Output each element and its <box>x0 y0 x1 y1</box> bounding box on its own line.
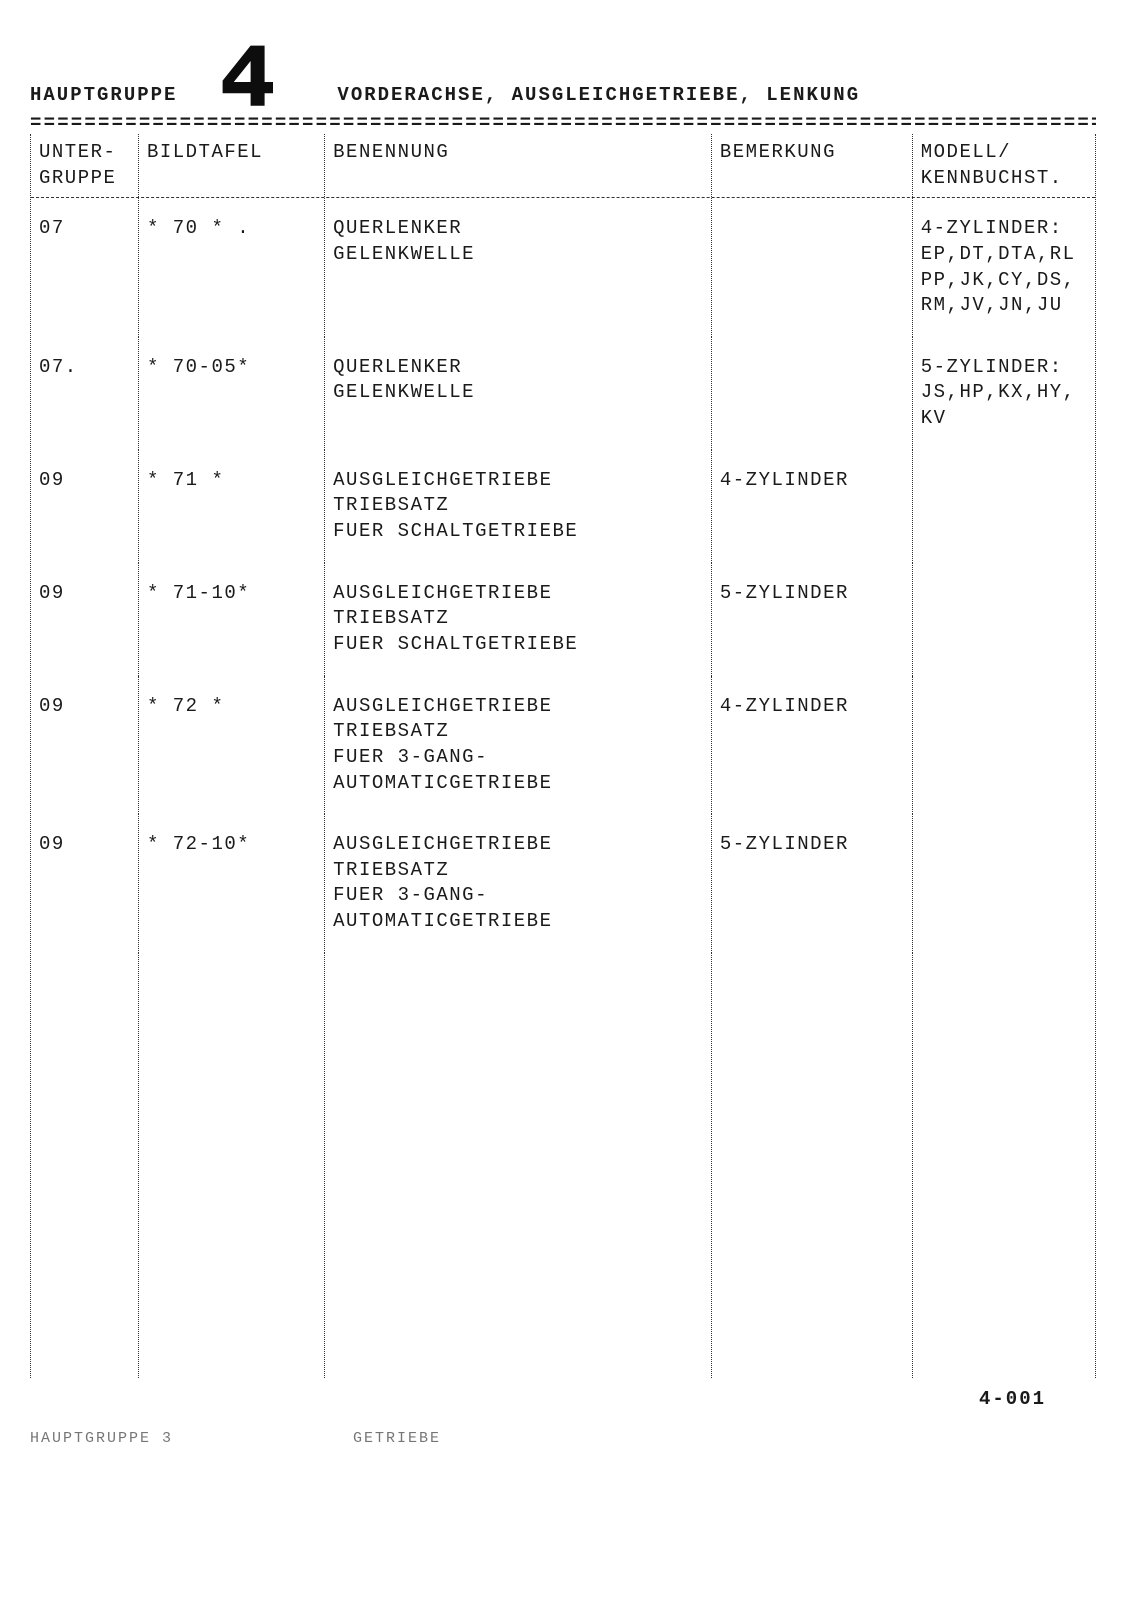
cell-untergruppe: 07 <box>31 198 139 337</box>
cell-modell <box>913 450 1095 563</box>
table-body: 07* 70 * .QUERLENKER GELENKWELLE4-ZYLIND… <box>31 198 1095 1378</box>
logo-block: HAUPTGRUPPE <box>30 40 287 106</box>
cell-bildtafel: * 70 * . <box>139 198 325 337</box>
cell-bildtafel: * 71 * <box>139 450 325 563</box>
page-number: 4-001 <box>979 1388 1046 1410</box>
cell-benennung: AUSGLEICHGETRIEBE TRIEBSATZ FUER SCHALTG… <box>325 563 712 676</box>
cell-untergruppe: 09 <box>31 563 139 676</box>
cell-modell <box>913 814 1095 953</box>
header-divider: ========================================… <box>30 112 1096 134</box>
table-row: 07.* 70-05*QUERLENKER GELENKWELLE 5-ZYLIN… <box>31 337 1095 450</box>
cell-modell: 5-ZYLINDER: JS,HP,KX,HY, KV <box>913 337 1095 450</box>
table-row: 09* 71 *AUSGLEICHGETRIEBE TRIEBSATZ FUER… <box>31 450 1095 563</box>
page-header: HAUPTGRUPPE VORDERACHSE, AUSGLEICHGETRIE… <box>30 40 1096 106</box>
empty-cell <box>712 953 913 1379</box>
cell-bildtafel: * 70-05* <box>139 337 325 450</box>
cell-benennung: AUSGLEICHGETRIEBE TRIEBSATZ FUER 3-GANG-… <box>325 676 712 815</box>
cell-modell <box>913 563 1095 676</box>
section-title: VORDERACHSE, AUSGLEICHGETRIEBE, LENKUNG <box>337 84 860 106</box>
cell-bildtafel: * 72 * <box>139 676 325 815</box>
cell-untergruppe: 09 <box>31 676 139 815</box>
cell-bemerkung: 4-ZYLINDER <box>712 450 913 563</box>
hauptgruppe-label: HAUPTGRUPPE <box>30 84 177 106</box>
cell-bildtafel: * 71-10* <box>139 563 325 676</box>
cell-bemerkung: 5-ZYLINDER <box>712 563 913 676</box>
cell-untergruppe: 09 <box>31 814 139 953</box>
parts-table: UNTER- GRUPPE BILDTAFEL BENENNUNG BEMERK… <box>30 134 1096 1378</box>
table-row: 09* 71-10*AUSGLEICHGETRIEBE TRIEBSATZ FU… <box>31 563 1095 676</box>
cell-bemerkung: 5-ZYLINDER <box>712 814 913 953</box>
fragment-right: GETRIEBE <box>353 1430 441 1444</box>
cell-bemerkung: 4-ZYLINDER <box>712 676 913 815</box>
group-number-logo <box>217 40 287 110</box>
table-row: 07* 70 * .QUERLENKER GELENKWELLE 4-ZYLIND… <box>31 198 1095 337</box>
col-header-untergruppe: UNTER- GRUPPE <box>31 134 139 197</box>
cell-benennung: QUERLENKER GELENKWELLE <box>325 198 712 337</box>
empty-cell <box>31 953 139 1379</box>
page-footer: 4-001 <box>30 1378 1096 1410</box>
cell-untergruppe: 09 <box>31 450 139 563</box>
empty-cell <box>325 953 712 1379</box>
cell-bemerkung <box>712 337 913 450</box>
cell-bildtafel: * 72-10* <box>139 814 325 953</box>
col-header-bildtafel: BILDTAFEL <box>139 134 325 197</box>
next-page-fragment: HAUPTGRUPPE 3 GETRIEBE <box>30 1430 1096 1444</box>
col-header-bemerkung: BEMERKUNG <box>712 134 913 197</box>
cell-untergruppe: 07. <box>31 337 139 450</box>
col-header-modell: MODELL/ KENNBUCHST. <box>913 134 1095 197</box>
table-filler <box>31 953 1095 1379</box>
table-row: 09* 72 *AUSGLEICHGETRIEBE TRIEBSATZ FUER… <box>31 676 1095 815</box>
cell-bemerkung <box>712 198 913 337</box>
col-header-benennung: BENENNUNG <box>325 134 712 197</box>
cell-modell: 4-ZYLINDER: EP,DT,DTA,RL PP,JK,CY,DS, RM… <box>913 198 1095 337</box>
empty-cell <box>139 953 325 1379</box>
cell-benennung: QUERLENKER GELENKWELLE <box>325 337 712 450</box>
cell-benennung: AUSGLEICHGETRIEBE TRIEBSATZ FUER 3-GANG-… <box>325 814 712 953</box>
fragment-left: HAUPTGRUPPE 3 <box>30 1430 173 1444</box>
table-row: 09* 72-10*AUSGLEICHGETRIEBE TRIEBSATZ FU… <box>31 814 1095 953</box>
cell-benennung: AUSGLEICHGETRIEBE TRIEBSATZ FUER SCHALTG… <box>325 450 712 563</box>
cell-modell <box>913 676 1095 815</box>
empty-cell <box>913 953 1095 1379</box>
table-header-row: UNTER- GRUPPE BILDTAFEL BENENNUNG BEMERK… <box>31 134 1095 198</box>
